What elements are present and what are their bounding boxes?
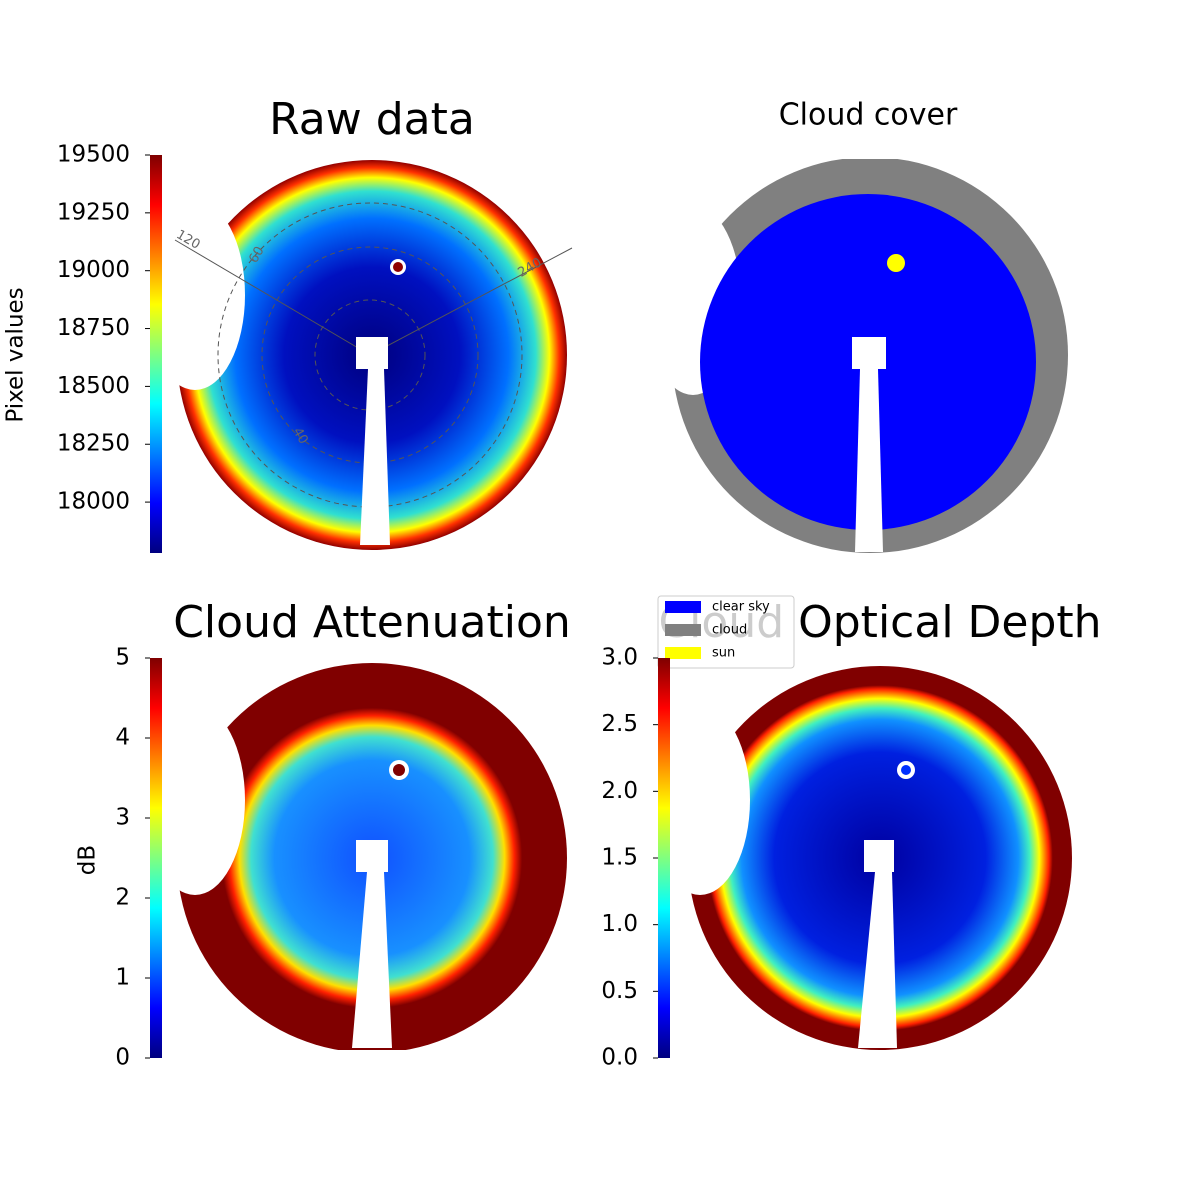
- legend: clear sky cloud sun: [657, 595, 795, 669]
- legend-swatch: [665, 601, 701, 613]
- legend-items: clear sky cloud sun: [665, 600, 770, 661]
- colorbar-tick-label: 18750: [57, 315, 130, 341]
- colorbar-tick-label: 2.5: [601, 711, 638, 737]
- legend-label: sun: [712, 646, 735, 661]
- colorbar-tick-label: 0.0: [601, 1045, 638, 1071]
- legend-label: cloud: [712, 623, 747, 638]
- colorbar: [658, 658, 670, 1058]
- colorbar-tick-label: 18000: [57, 489, 130, 515]
- colorbar-tick-label: 19500: [57, 142, 130, 168]
- panel-title: Cloud cover: [779, 98, 958, 133]
- colorbar-tick-label: 2: [115, 885, 130, 911]
- colorbar: [150, 658, 162, 1058]
- colorbar-tick-label: 19250: [57, 199, 130, 225]
- colorbar-tick-label: 3.0: [601, 645, 638, 671]
- annotation: 40: [289, 425, 310, 447]
- colorbar-tick-label: 0: [115, 1045, 130, 1071]
- colorbar-tick-label: 18250: [57, 431, 130, 457]
- annotation: 60: [246, 244, 267, 266]
- colorbar-tick-label: 0.5: [601, 978, 638, 1004]
- colorbar-tick-label: 5: [115, 645, 130, 671]
- cloud-cover-image: [645, 155, 1100, 583]
- colorbar-label: dB: [75, 845, 101, 875]
- colorbar-tick-label: 1.5: [601, 845, 638, 871]
- colorbar-label: Pixel values: [3, 287, 29, 422]
- raw-image: [145, 160, 573, 610]
- legend-label: clear sky: [712, 600, 770, 615]
- optical-depth-image: [650, 666, 1080, 1110]
- colorbar-tick-label: 1: [115, 965, 130, 991]
- colorbar-tick-label: 18500: [57, 373, 130, 399]
- attenuation-image: [145, 663, 570, 1110]
- colorbar: [150, 155, 162, 553]
- colorbar-tick-label: 4: [115, 725, 130, 751]
- panel-title: Raw data: [269, 94, 475, 145]
- colorbar-tick-label: 19000: [57, 257, 130, 283]
- panel-title: Cloud Attenuation: [173, 597, 571, 648]
- colorbar-tick-label: 1.0: [601, 911, 638, 937]
- legend-swatch: [665, 647, 701, 659]
- colorbar-tick-label: 2.0: [601, 778, 638, 804]
- colorbar-tick-label: 3: [115, 805, 130, 831]
- legend-swatch: [665, 624, 701, 636]
